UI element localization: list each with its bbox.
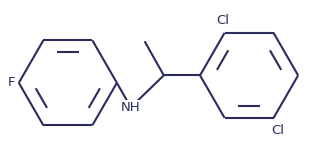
Text: F: F bbox=[8, 76, 16, 89]
Text: Cl: Cl bbox=[271, 124, 284, 137]
Text: Cl: Cl bbox=[216, 13, 229, 27]
Text: NH: NH bbox=[121, 101, 141, 114]
